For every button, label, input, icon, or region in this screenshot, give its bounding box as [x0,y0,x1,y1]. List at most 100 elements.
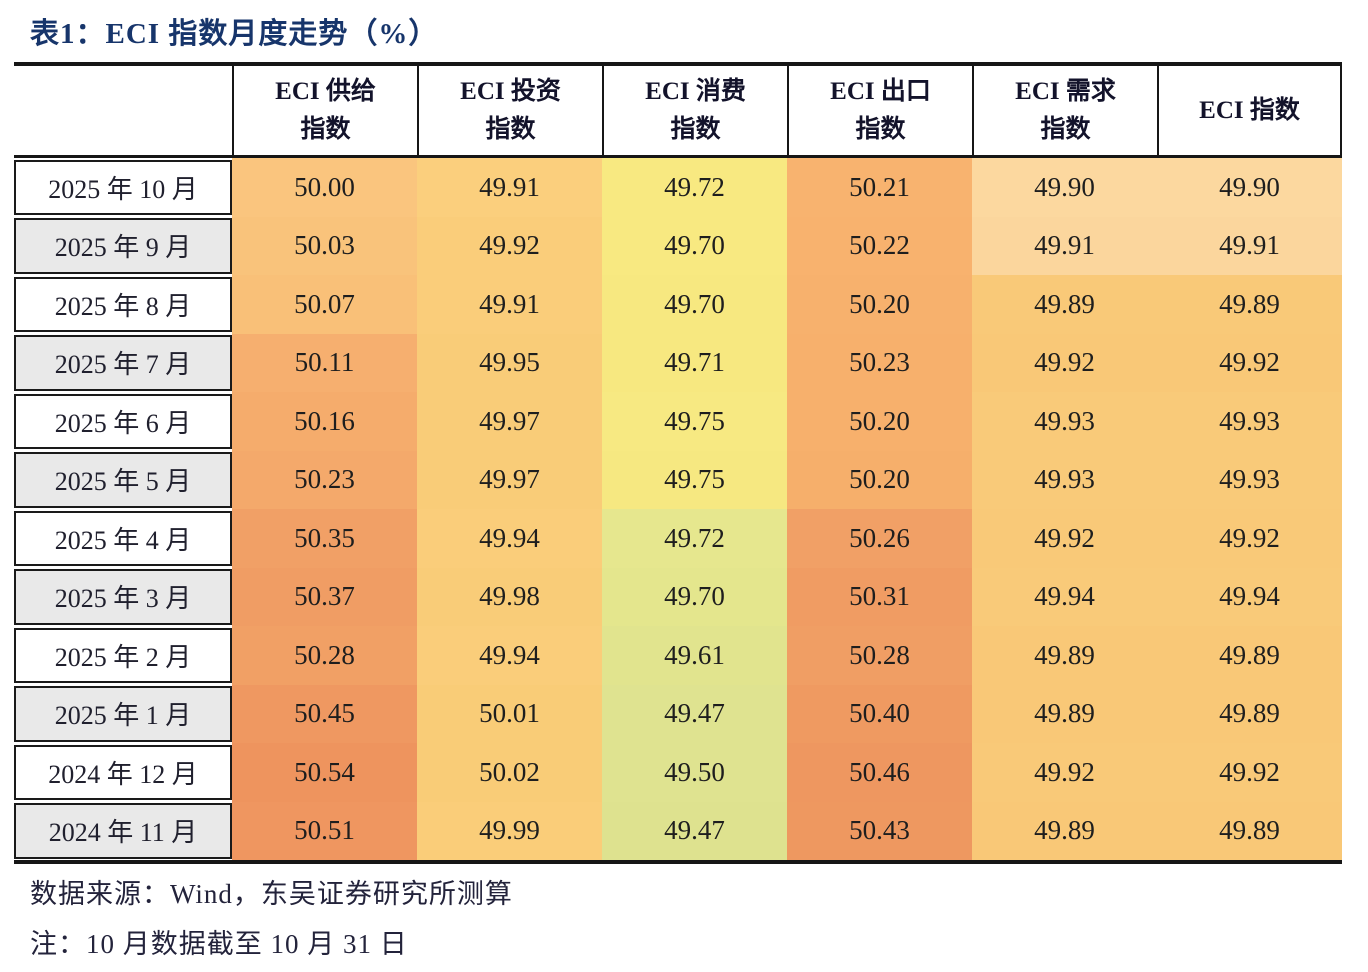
value-cell: 49.93 [1157,450,1342,509]
value-cell: 50.51 [232,801,417,860]
value-cell: 50.23 [787,333,972,392]
eci-monthly-table: ECI 供给 指数 ECI 投资 指数 ECI 消费 指数 ECI 出口 指数 ECI 需求 指数… [14,62,1342,864]
table-footer: 数据来源：Wind，东吴证券研究所测算 注：10 月数据截至 10 月 31 日 [30,872,513,961]
value-cell: 49.91 [417,275,602,334]
row-label-cell: 2025 年 2 月 [14,626,232,685]
column-header-line2: 指数 [485,115,536,143]
value-cell: 49.70 [602,216,787,275]
value-cell: 49.99 [417,801,602,860]
row-label-cell: 2025 年 4 月 [14,509,232,568]
value-cell: 50.20 [787,392,972,451]
value-cell: 49.92 [972,743,1157,802]
row-label-cell: 2025 年 9 月 [14,216,232,275]
value-cell: 49.92 [972,509,1157,568]
value-cell: 49.97 [417,450,602,509]
table-title: 表1：ECI 指数月度走势（%） [30,18,439,50]
row-label-cell: 2025 年 5 月 [14,450,232,509]
column-header: ECI 出口 指数 [787,66,972,158]
value-cell: 49.89 [972,626,1157,685]
value-cell: 49.95 [417,333,602,392]
row-label: 2025 年 7 月 [14,335,232,391]
cutoff-note: 注：10 月数据截至 10 月 31 日 [30,929,408,959]
value-cell: 49.89 [972,275,1157,334]
column-header-line1: ECI 消费 [645,77,746,105]
value-cell: 50.01 [417,684,602,743]
value-cell: 50.43 [787,801,972,860]
value-cell: 50.37 [232,567,417,626]
column-header-line2: 指数 [300,115,351,143]
value-cell: 49.89 [1157,275,1342,334]
column-header-line2: 指数 [670,115,721,143]
value-cell: 50.21 [787,158,972,217]
column-header: ECI 需求 指数 [972,66,1157,158]
row-label-cell: 2025 年 10 月 [14,158,232,217]
value-cell: 50.31 [787,567,972,626]
value-cell: 49.47 [602,801,787,860]
column-header-line2: 指数 [1040,115,1091,143]
value-cell: 50.07 [232,275,417,334]
column-header-line1: ECI 出口 [830,77,931,105]
value-cell: 49.47 [602,684,787,743]
value-cell: 49.72 [602,509,787,568]
value-cell: 50.35 [232,509,417,568]
row-label-cell: 2025 年 7 月 [14,333,232,392]
row-label: 2025 年 6 月 [14,393,232,449]
value-cell: 49.89 [972,801,1157,860]
value-cell: 49.92 [1157,743,1342,802]
value-cell: 49.75 [602,450,787,509]
value-cell: 49.50 [602,743,787,802]
value-cell: 50.03 [232,216,417,275]
value-cell: 49.91 [972,216,1157,275]
value-cell: 50.54 [232,743,417,802]
value-cell: 50.00 [232,158,417,217]
value-cell: 49.89 [1157,626,1342,685]
row-label: 2025 年 1 月 [14,686,232,742]
value-cell: 49.94 [417,626,602,685]
column-header-line1: ECI 需求 [1015,77,1116,105]
row-label-cell: 2025 年 8 月 [14,275,232,334]
value-cell: 49.90 [972,158,1157,217]
row-label-cell: 2025 年 3 月 [14,567,232,626]
value-cell: 50.23 [232,450,417,509]
value-cell: 50.28 [232,626,417,685]
column-header: ECI 供给 指数 [232,66,417,158]
row-label: 2025 年 10 月 [14,159,232,215]
value-cell: 50.22 [787,216,972,275]
value-cell: 49.93 [972,392,1157,451]
column-header-line1: ECI 指数 [1199,96,1300,124]
column-header: ECI 指数 [1157,66,1342,158]
value-cell: 49.91 [1157,216,1342,275]
value-cell: 50.02 [417,743,602,802]
value-cell: 49.92 [972,333,1157,392]
column-header-empty [14,66,232,158]
row-label: 2024 年 11 月 [14,803,232,859]
value-cell: 50.26 [787,509,972,568]
value-cell: 49.98 [417,567,602,626]
value-cell: 49.94 [417,509,602,568]
row-label: 2025 年 3 月 [14,569,232,625]
value-cell: 49.92 [417,216,602,275]
value-cell: 49.93 [1157,392,1342,451]
value-cell: 49.93 [972,450,1157,509]
value-cell: 49.75 [602,392,787,451]
row-label: 2025 年 2 月 [14,627,232,683]
value-cell: 49.70 [602,567,787,626]
value-cell: 49.97 [417,392,602,451]
value-cell: 49.92 [1157,509,1342,568]
value-cell: 50.20 [787,450,972,509]
value-cell: 50.16 [232,392,417,451]
value-cell: 49.89 [1157,684,1342,743]
value-cell: 49.94 [1157,567,1342,626]
data-source-note: 数据来源：Wind，东吴证券研究所测算 [30,879,513,909]
row-label-cell: 2024 年 11 月 [14,801,232,860]
row-label-cell: 2025 年 1 月 [14,684,232,743]
value-cell: 49.92 [1157,333,1342,392]
value-cell: 49.70 [602,275,787,334]
value-cell: 49.90 [1157,158,1342,217]
value-cell: 49.91 [417,158,602,217]
value-cell: 49.89 [972,684,1157,743]
column-header-line2: 指数 [855,115,906,143]
column-header: ECI 消费 指数 [602,66,787,158]
row-label: 2024 年 12 月 [14,744,232,800]
value-cell: 49.71 [602,333,787,392]
